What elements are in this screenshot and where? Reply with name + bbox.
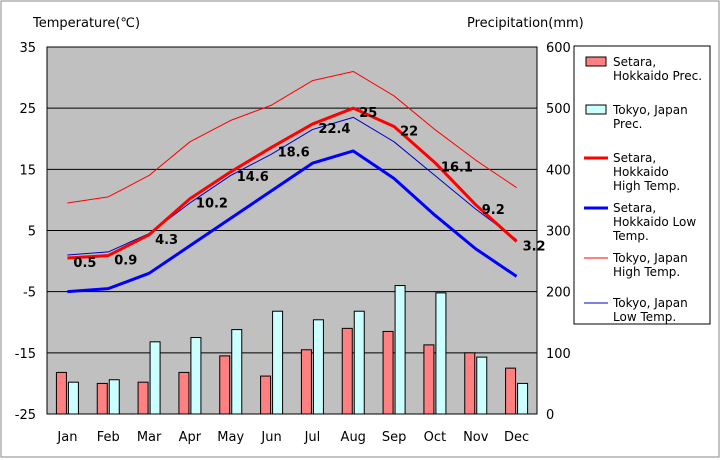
- right-tick-label: 0: [546, 408, 554, 423]
- precip-bar: [505, 367, 517, 415]
- data-label: 3.2: [523, 240, 546, 255]
- x-tick-label: Aug: [341, 430, 366, 445]
- data-label: 16.1: [441, 161, 473, 176]
- data-labels: 0.5 0.9 4.3 10.2 14.6 18.6 22.4 25 22 16.1 9.2 3.2: [73, 106, 545, 271]
- left-tick-label: 5: [28, 225, 36, 240]
- precip-bar: [312, 319, 324, 415]
- left-tick-label: 15: [19, 163, 36, 178]
- gridlines: [47, 107, 537, 354]
- precip-bar: [260, 375, 272, 415]
- left-tick-label: 35: [19, 41, 36, 56]
- legend: Setara,Hokkaido Prec.Tokyo, JapanPrec.Se…: [584, 55, 702, 324]
- precip-bar: [394, 285, 406, 415]
- legend-label: Setara,: [613, 151, 656, 165]
- precipitation-bars: [55, 285, 529, 415]
- left-tick-label: -15: [15, 347, 36, 362]
- x-tick-label: Mar: [137, 430, 162, 445]
- data-label: 0.5: [73, 256, 96, 271]
- precip-bar: [341, 327, 353, 415]
- x-tick-label: Oct: [424, 430, 446, 445]
- legend-label: Tokyo, Japan: [612, 296, 688, 310]
- x-tick-label: Jan: [56, 430, 77, 445]
- precip-bar: [353, 310, 365, 415]
- data-label: 22.4: [318, 122, 350, 137]
- precip-bar: [219, 355, 231, 415]
- x-tick-label: May: [217, 430, 244, 445]
- x-tick-label: Dec: [504, 430, 529, 445]
- temp-line: [67, 70, 517, 204]
- left-tick-label: 25: [19, 102, 36, 117]
- x-tick-label: Jun: [260, 430, 281, 445]
- temp-line: [67, 149, 518, 294]
- legend-label: Low Temp.: [613, 310, 676, 324]
- legend-label: High Temp.: [613, 179, 680, 193]
- legend-label: Hokkaido: [613, 165, 669, 179]
- data-label: 22: [400, 125, 418, 140]
- precip-bar: [67, 381, 79, 415]
- temp-line: [67, 106, 518, 260]
- precip-bar: [435, 292, 447, 415]
- x-tick-label: Sep: [382, 430, 407, 445]
- precip-bar: [517, 382, 529, 415]
- precip-bar: [300, 349, 312, 415]
- precip-bar: [476, 356, 488, 415]
- legend-label: Prec.: [613, 117, 643, 131]
- legend-label: Hokkaido Low: [613, 215, 696, 229]
- right-tick-label: 600: [546, 41, 571, 56]
- data-label: 18.6: [278, 145, 310, 160]
- right-tick-label: 200: [546, 286, 571, 301]
- left-axis-title: Temperature(℃): [32, 16, 140, 31]
- precip-bar: [96, 382, 108, 415]
- legend-label: Setara,: [613, 201, 656, 215]
- right-axis-title: Precipitation(mm): [467, 16, 584, 31]
- data-label: 14.6: [237, 170, 269, 185]
- right-tick-label: 500: [546, 102, 571, 117]
- legend-label: Tokyo, Japan: [612, 103, 688, 117]
- data-label: 25: [359, 106, 377, 121]
- data-label: 0.9: [114, 254, 137, 269]
- precip-bar: [382, 330, 394, 415]
- x-tick-label: Apr: [179, 430, 202, 445]
- legend-label: Temp.: [612, 229, 649, 243]
- precip-bar: [190, 337, 202, 415]
- precip-bar: [272, 310, 284, 415]
- legend-box: [573, 45, 711, 325]
- x-tick-label: Feb: [97, 430, 120, 445]
- legend-swatch: [585, 56, 607, 67]
- temperature-lines: [67, 70, 518, 294]
- x-tick-label: Jul: [304, 430, 321, 445]
- x-tick-label: Nov: [463, 430, 489, 445]
- left-tick-label: -5: [23, 286, 36, 301]
- legend-label: High Temp.: [613, 265, 680, 279]
- legend-swatch: [585, 104, 607, 115]
- precip-bar: [149, 341, 161, 415]
- axes: 35 25 15 5 -5 -15 -25 600 500 400 300 200 100 0 Jan Feb…: [15, 41, 571, 445]
- data-label: 9.2: [482, 203, 505, 218]
- precip-bar: [423, 344, 435, 415]
- precip-bar: [137, 381, 149, 415]
- right-tick-label: 100: [546, 347, 571, 362]
- precip-bar: [464, 352, 476, 415]
- right-tick-label: 400: [546, 163, 571, 178]
- data-label: 4.3: [155, 233, 178, 248]
- data-label: 10.2: [196, 197, 228, 212]
- right-tick-label: 300: [546, 225, 571, 240]
- legend-label: Hokkaido Prec.: [613, 69, 702, 83]
- left-tick-label: -25: [15, 408, 36, 423]
- precip-bar: [231, 329, 243, 415]
- precip-bar: [178, 371, 190, 415]
- precip-bar: [55, 371, 67, 415]
- legend-label: Tokyo, Japan: [612, 251, 688, 265]
- precip-bar: [108, 379, 120, 415]
- legend-label: Setara,: [613, 55, 656, 69]
